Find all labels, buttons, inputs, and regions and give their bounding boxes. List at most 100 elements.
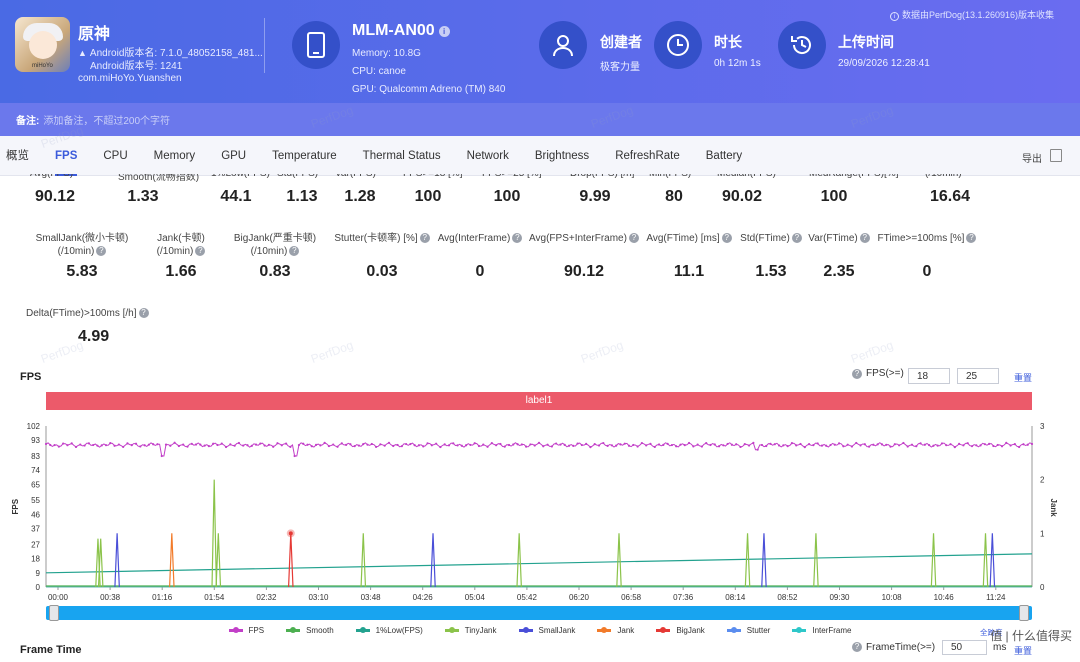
fps-point xyxy=(992,444,995,448)
legend-item[interactable]: BigJank xyxy=(656,626,705,635)
help-icon[interactable]: ? xyxy=(859,233,870,244)
help-icon[interactable]: ? xyxy=(721,233,732,244)
tab-1[interactable]: FPS xyxy=(42,136,90,176)
fps-threshold-1[interactable]: 18 xyxy=(908,368,950,384)
tab-7[interactable]: Network xyxy=(466,149,509,162)
help-icon[interactable]: ? xyxy=(966,233,977,244)
metric-item: BigJank(严重卡顿) (/10min)? 0.83 xyxy=(205,232,345,281)
metric-label-sub: (/10min)? xyxy=(111,245,251,258)
metric-item: Std(FTime)? 1.53 xyxy=(701,232,841,281)
help-icon[interactable]: ? xyxy=(289,246,300,257)
fps-threshold-2[interactable]: 25 xyxy=(957,368,999,384)
fps-point xyxy=(700,445,704,448)
fps-point xyxy=(164,443,168,446)
legend-item[interactable]: Jank xyxy=(597,626,634,635)
fps-point xyxy=(983,443,986,446)
metric-label-cut: FPS>=25 [%] xyxy=(482,174,541,179)
export-icon[interactable] xyxy=(1050,149,1062,162)
fps-point xyxy=(130,444,133,447)
fps-reset-button[interactable]: 重置 xyxy=(1014,373,1033,383)
legend-swatch xyxy=(656,627,671,633)
metric-label-cut: Min(FPS) xyxy=(649,174,691,179)
fps-point xyxy=(979,444,982,447)
metric-value: 90.02 xyxy=(721,188,763,205)
fps-point xyxy=(576,442,579,445)
history-icon xyxy=(778,21,826,69)
legend-item[interactable]: FPS xyxy=(228,626,264,635)
metric-value: 4.99 xyxy=(78,328,110,345)
fps-point xyxy=(953,446,956,449)
y-tick-label: 102 xyxy=(27,422,41,431)
metric-label-cut: Median(FPS) xyxy=(717,174,776,179)
tab-10[interactable]: Battery xyxy=(705,149,743,162)
help-icon[interactable]: ? xyxy=(791,233,802,244)
fps-point xyxy=(837,442,841,445)
note-input[interactable]: 添加备注，不超过200个字符 xyxy=(43,116,171,127)
legend-item[interactable]: 1%Low(FPS) xyxy=(355,626,423,635)
help-icon[interactable]: ? xyxy=(195,246,206,257)
fps-point xyxy=(807,443,811,446)
help-icon[interactable]: ? xyxy=(512,233,523,244)
fps-point xyxy=(859,444,862,447)
fps-point xyxy=(932,444,935,447)
help-icon[interactable]: ? xyxy=(96,246,107,257)
fps-point xyxy=(936,444,939,447)
fps-point xyxy=(756,448,759,451)
tab-5[interactable]: Temperature xyxy=(272,149,337,162)
tab-8[interactable]: Brightness xyxy=(534,149,590,162)
fps-point xyxy=(867,445,871,448)
legend-item[interactable]: TinyJank xyxy=(444,626,497,635)
chart-legend: FPS Smooth 1%Low(FPS) TinyJank SmallJank Jank… xyxy=(0,626,1080,635)
fps-point xyxy=(134,442,138,445)
export-button[interactable]: 导出 xyxy=(1022,154,1042,165)
legend-item[interactable]: InterFrame xyxy=(792,626,851,635)
frame-time-threshold[interactable]: 50 xyxy=(942,640,987,655)
legend-item[interactable]: SmallJank xyxy=(518,626,575,635)
tab-9[interactable]: RefreshRate xyxy=(615,149,680,162)
fps-point xyxy=(177,444,180,448)
duration-value: 0h 12m 1s xyxy=(714,58,761,69)
time-range-slider[interactable] xyxy=(46,605,1032,621)
tab-6[interactable]: Thermal Status xyxy=(362,149,441,162)
fps-point xyxy=(53,443,56,447)
info-icon[interactable]: i xyxy=(438,25,450,37)
legend-item[interactable]: Smooth xyxy=(286,626,334,635)
select-all-button[interactable]: 全跨度 xyxy=(980,628,1003,637)
label-bar[interactable]: label1 xyxy=(46,392,1032,410)
help-icon[interactable]: ? xyxy=(138,308,149,319)
fps-point xyxy=(649,442,652,445)
fps-point xyxy=(152,443,155,446)
fps-point xyxy=(662,443,665,446)
fps-point xyxy=(113,444,116,447)
tab-3[interactable]: Memory xyxy=(153,149,196,162)
fps-point xyxy=(602,441,605,445)
y-tick-label: 83 xyxy=(31,452,40,461)
fps-point xyxy=(430,444,433,447)
frame-time-reset-button[interactable]: 重置 xyxy=(1014,646,1033,656)
series-tinyjank-spike xyxy=(211,479,218,588)
fps-point xyxy=(970,445,974,448)
tab-0[interactable]: 概览 xyxy=(6,149,29,162)
help-icon[interactable]: ? xyxy=(419,233,430,244)
help-icon[interactable]: ? xyxy=(628,233,639,244)
slider-handle-left[interactable] xyxy=(49,605,59,621)
fps-point xyxy=(422,445,425,448)
fps-point xyxy=(486,445,489,448)
fps-point xyxy=(898,444,901,447)
note-bar[interactable]: 备注: 添加备注，不超过200个字符 xyxy=(0,103,1080,136)
slider-handle-right[interactable] xyxy=(1019,605,1029,621)
metric-value: 5.83 xyxy=(66,263,98,280)
tab-4[interactable]: GPU xyxy=(221,149,247,162)
x-tick-label: 01:54 xyxy=(204,593,225,602)
fps-point xyxy=(344,443,348,446)
fps-point xyxy=(769,442,772,445)
tab-2[interactable]: CPU xyxy=(103,149,128,162)
legend-item[interactable]: Stutter xyxy=(726,626,770,635)
fps-point xyxy=(323,441,326,444)
fps-point xyxy=(730,443,734,446)
fps-point xyxy=(233,444,236,447)
fps-point xyxy=(795,444,798,447)
fps-point xyxy=(104,444,108,447)
fps-point xyxy=(456,444,459,447)
fps-point xyxy=(546,443,549,446)
